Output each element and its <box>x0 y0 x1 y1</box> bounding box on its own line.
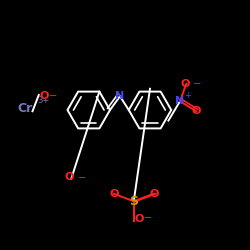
Text: Cr: Cr <box>18 102 32 115</box>
Text: N: N <box>116 91 124 101</box>
Text: O: O <box>64 172 74 182</box>
Text: −: − <box>192 79 200 89</box>
Text: −: − <box>78 172 86 182</box>
Text: O: O <box>149 189 158 199</box>
Text: +: + <box>184 91 192 100</box>
Text: 3+: 3+ <box>37 96 49 105</box>
Text: −: − <box>49 91 57 101</box>
Text: O: O <box>180 79 190 89</box>
Text: O: O <box>134 214 143 224</box>
Text: N: N <box>176 96 184 106</box>
Text: −: − <box>144 213 152 223</box>
Text: O: O <box>192 106 201 116</box>
Text: S: S <box>129 195 138 208</box>
Text: O: O <box>109 189 118 199</box>
Text: O: O <box>39 91 48 101</box>
